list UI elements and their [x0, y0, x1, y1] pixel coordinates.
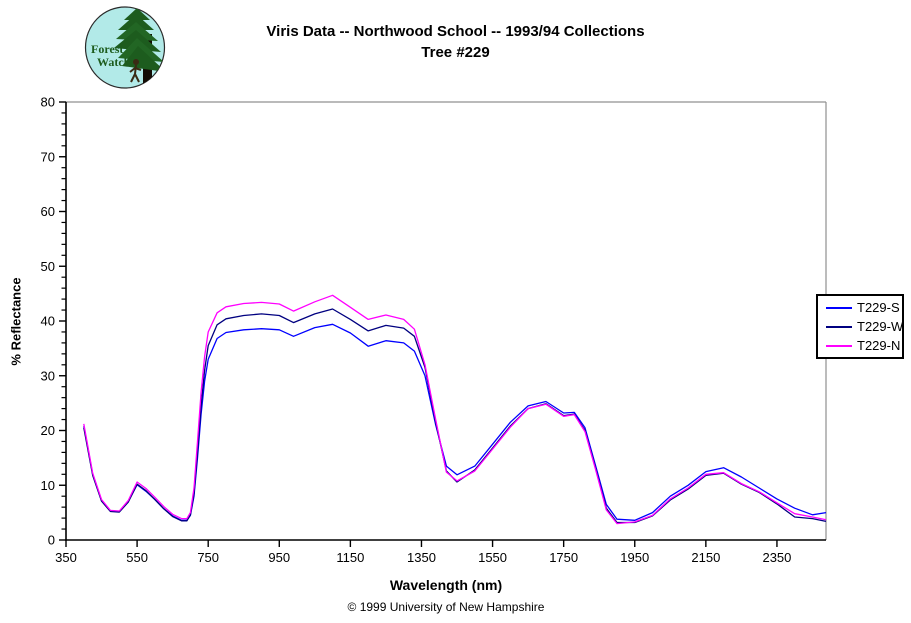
chart-title-block: Viris Data -- Northwood School -- 1993/9…: [0, 21, 911, 63]
x-tick-label: 2150: [691, 550, 720, 565]
x-axis-title: Wavelength (nm): [389, 577, 503, 593]
legend-line-swatch: [826, 325, 852, 328]
x-tick-label: 1350: [407, 550, 436, 565]
chart-title-line1: Viris Data -- Northwood School -- 1993/9…: [266, 23, 645, 40]
series-line-T229-S: [83, 323, 827, 521]
x-tick-label: 750: [197, 550, 219, 565]
y-tick-label: 30: [41, 368, 55, 383]
legend-label: T229-S: [857, 300, 900, 315]
legend-item: T229-N: [818, 338, 902, 353]
x-tick-label: 1750: [549, 550, 578, 565]
legend-line-swatch: [826, 306, 852, 309]
series-line-T229-N: [83, 294, 827, 525]
legend-item: T229-S: [818, 300, 902, 315]
y-tick-label: 10: [41, 478, 55, 493]
y-tick-label: 80: [41, 95, 55, 110]
y-tick-label: 70: [41, 149, 55, 164]
chart-title-line2: Tree #229: [421, 44, 490, 61]
y-axis-title: % Reflectance: [8, 277, 24, 366]
x-tick-label: 1550: [478, 550, 507, 565]
x-tick-label: 350: [55, 550, 77, 565]
forest-watch-logo: Forest Watch: [84, 6, 166, 89]
logo-text-forest: Forest: [91, 42, 123, 56]
x-tick-label: 550: [126, 550, 148, 565]
y-tick-label: 0: [48, 533, 55, 548]
y-tick-label: 60: [41, 204, 55, 219]
copyright-text: © 1999 University of New Hampshire: [347, 600, 545, 614]
x-tick-label: 1150: [336, 550, 364, 565]
x-tick-label: 950: [268, 550, 290, 565]
logo-tree-icon: [114, 8, 165, 88]
logo-text-watch: Watch: [97, 55, 131, 69]
legend-box: T229-S T229-W T229-N: [816, 294, 904, 359]
y-tick-label: 40: [41, 314, 55, 329]
legend-label: T229-N: [857, 338, 901, 353]
x-tick-label: 2350: [762, 550, 791, 565]
y-tick-label: 50: [41, 259, 55, 274]
legend-item: T229-W: [818, 319, 904, 334]
legend-label: T229-W: [857, 319, 904, 334]
legend-line-swatch: [826, 344, 852, 347]
y-tick-label: 20: [41, 423, 55, 438]
x-tick-label: 1950: [620, 550, 649, 565]
